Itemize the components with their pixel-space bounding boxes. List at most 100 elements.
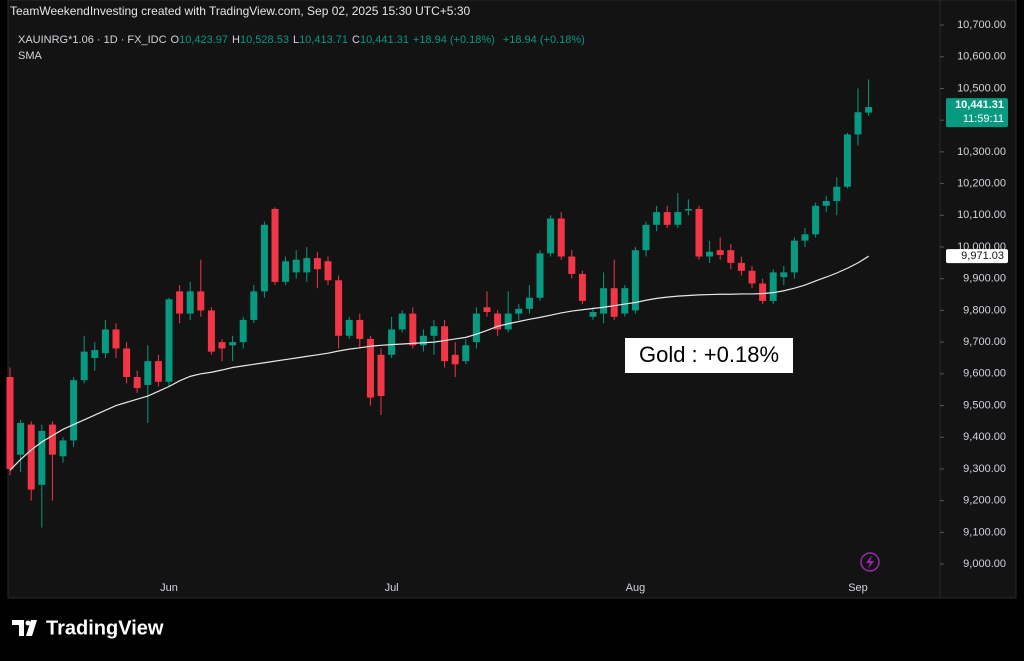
candle-body: [271, 208, 279, 282]
logo-dot: [25, 620, 31, 626]
candle-body: [59, 440, 67, 457]
candle-body: [706, 251, 714, 257]
candle-body: [759, 283, 767, 301]
y-tick-label: 10,600.00: [957, 51, 1006, 63]
candle-body: [112, 329, 120, 349]
candle-body: [568, 256, 576, 274]
candle-body: [748, 270, 756, 284]
candle-body: [790, 240, 798, 273]
candle-body: [239, 319, 247, 343]
candle-body: [70, 380, 78, 441]
candle-body: [197, 291, 205, 311]
candle-body: [631, 250, 639, 311]
candle-body: [303, 258, 311, 273]
y-tick-label: 9,100.00: [963, 526, 1006, 538]
y-tick-label: 10,300.00: [957, 146, 1006, 158]
candle-body: [27, 424, 35, 490]
change: +18.94 (+0.18%): [413, 34, 495, 46]
alert-icon[interactable]: [860, 552, 880, 572]
candle-body: [494, 313, 502, 330]
candle-body: [822, 201, 830, 206]
candle-body: [366, 338, 374, 398]
candle-body: [695, 208, 703, 257]
y-tick-label: 10,500.00: [957, 82, 1006, 94]
candle-body: [865, 107, 873, 113]
candle-body: [6, 377, 14, 469]
candle-body: [504, 313, 512, 330]
candle-body: [38, 430, 46, 485]
candle-body: [843, 134, 851, 187]
ohlc-value: 10,528.53: [240, 34, 289, 46]
candle-body: [409, 313, 417, 346]
candle-body: [207, 310, 215, 352]
candle-body: [854, 112, 862, 135]
ohlc-key: C: [352, 34, 360, 46]
candle-body: [621, 288, 629, 314]
candle-body: [123, 348, 131, 377]
candle-body: [398, 313, 406, 330]
candle-body: [186, 291, 194, 314]
alert-icon-bolt: [866, 555, 874, 569]
candle-body: [176, 291, 184, 314]
candle-body: [335, 280, 343, 336]
logo-t: [12, 620, 24, 636]
candle-body: [801, 234, 809, 241]
candle-body: [430, 326, 438, 336]
x-tick-label: Jul: [385, 582, 399, 594]
candle-body: [419, 335, 427, 346]
candle-body: [674, 212, 682, 225]
y-tick-label: 9,300.00: [963, 463, 1006, 475]
candle-body: [80, 351, 88, 381]
candle-body: [356, 319, 364, 339]
candle-body: [133, 377, 141, 389]
candle-body: [547, 218, 555, 254]
ohlc-value: 10,441.31: [360, 34, 409, 46]
candle-body: [610, 288, 618, 317]
sma-price-label: 9,971.03: [961, 250, 1004, 262]
ohlc-value: 10,413.71: [299, 34, 348, 46]
candle-body: [313, 258, 321, 270]
y-tick-label: 9,000.00: [963, 558, 1006, 570]
legend: XAUINRG*1.06 · 1D · FX_IDC O10,423.97 H10,…: [18, 34, 585, 46]
y-tick-label: 9,600.00: [963, 368, 1006, 380]
y-tick-label: 9,500.00: [963, 399, 1006, 411]
candle-body: [451, 354, 459, 365]
y-tick-label: 10,700.00: [957, 19, 1006, 31]
candle-body: [17, 422, 25, 455]
candle-body: [345, 319, 353, 336]
candle-body: [250, 291, 258, 320]
watermark: TeamWeekendInvesting created with Tradin…: [10, 4, 470, 18]
y-tick-label: 9,800.00: [963, 304, 1006, 316]
candle-body: [525, 297, 533, 309]
last-price-tag: [946, 98, 1008, 128]
candle-body: [377, 354, 385, 397]
candle-body: [165, 299, 173, 382]
change: +18.94 (+0.18%): [503, 34, 585, 46]
candle-body: [769, 272, 777, 301]
countdown: 11:59:11: [963, 113, 1004, 125]
candle-body: [483, 307, 491, 312]
candle-body: [600, 288, 608, 314]
candle-body: [218, 342, 226, 349]
sma-line: [9, 255, 869, 471]
candle-body: [324, 261, 332, 281]
y-tick-label: 10,100.00: [957, 209, 1006, 221]
candle-body: [462, 345, 470, 362]
candle-body: [229, 342, 237, 346]
candle-body: [642, 224, 650, 251]
chart-pane: [7, 0, 1017, 599]
candle-body: [144, 361, 152, 385]
candle-body: [716, 250, 724, 255]
candle-body: [727, 250, 735, 263]
candle-body: [48, 424, 56, 455]
last-price-label: 10,441.31: [955, 99, 1004, 111]
ohlc-key: O: [171, 34, 180, 46]
annotation: Gold : +0.18%: [639, 342, 779, 367]
ohlc-value: 10,423.97: [179, 34, 228, 46]
ohlc-key: H: [232, 34, 240, 46]
y-tick-label: 10,200.00: [957, 177, 1006, 189]
candle-body: [154, 361, 162, 382]
ohlc-key: L: [293, 34, 299, 46]
y-tick-label: 9,900.00: [963, 273, 1006, 285]
candle-body: [388, 329, 396, 355]
